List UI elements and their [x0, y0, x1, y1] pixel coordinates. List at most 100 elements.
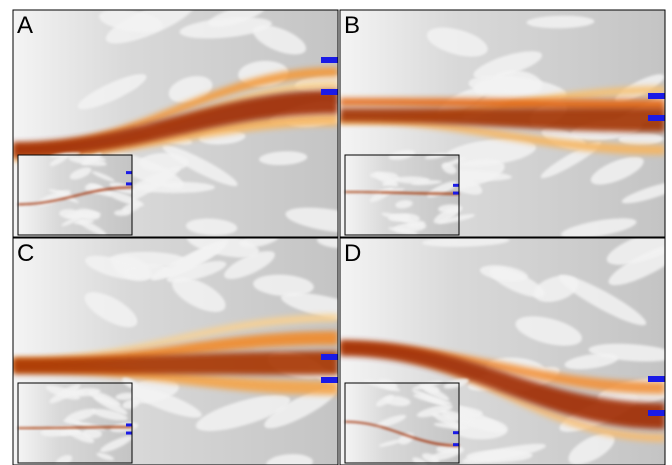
light-gap: [410, 180, 442, 186]
light-gap: [393, 222, 427, 233]
light-gap: [115, 392, 136, 401]
light-gap: [91, 171, 115, 182]
light-gap: [443, 157, 466, 168]
light-gap: [621, 181, 665, 204]
panel-label: D: [344, 240, 361, 267]
light-gap: [590, 156, 644, 185]
light-gap: [67, 156, 107, 166]
light-gap: [378, 439, 403, 447]
light-gap: [437, 214, 476, 224]
light-gap: [55, 455, 73, 465]
light-gap: [540, 141, 602, 179]
panel-frame: [339, 9, 666, 238]
detector-marker: [321, 354, 338, 360]
light-gap: [106, 190, 144, 207]
beam: [340, 343, 665, 394]
light-gap: [166, 261, 227, 283]
light-gap: [558, 274, 647, 326]
inset-frame: [344, 154, 460, 236]
beam: [18, 186, 132, 206]
panel-content: [13, 238, 338, 465]
beam: [13, 67, 338, 151]
light-gap: [443, 378, 469, 389]
light-gap: [195, 394, 291, 432]
detector-marker: [321, 57, 338, 63]
beam: [340, 117, 665, 155]
light-gap: [121, 202, 141, 213]
light-gap: [369, 187, 394, 203]
light-gap: [259, 151, 308, 166]
light-gap: [73, 218, 94, 225]
panel: C: [12, 237, 339, 465]
light-gap: [122, 399, 140, 410]
light-gap: [466, 449, 533, 463]
light-gap: [526, 15, 595, 29]
light-gap: [515, 316, 582, 346]
light-gap: [77, 74, 147, 110]
light-gap: [69, 167, 92, 180]
inset-marker: [453, 431, 459, 435]
light-gap: [369, 171, 398, 180]
light-gap: [399, 213, 420, 223]
panel-frame: [12, 9, 339, 238]
light-gap: [224, 251, 275, 279]
beam: [340, 348, 665, 442]
light-gap: [568, 433, 615, 465]
light-gap: [151, 243, 225, 281]
detector-marker: [648, 410, 665, 416]
light-gap: [208, 10, 266, 27]
light-gap: [376, 414, 407, 428]
panel-frame: [339, 237, 666, 465]
beam: [340, 108, 665, 132]
light-gap: [618, 132, 664, 146]
light-gap: [253, 274, 314, 297]
light-gap: [473, 51, 542, 79]
beam: [340, 98, 665, 111]
inset: [344, 378, 477, 465]
panel-label: B: [344, 12, 360, 39]
light-gap: [264, 387, 337, 429]
panel-label: C: [17, 240, 34, 267]
detector-marker: [648, 376, 665, 382]
light-gap: [253, 25, 307, 55]
light-gap: [395, 200, 413, 209]
beam: [13, 314, 338, 362]
panel-frame: [12, 237, 339, 465]
beam: [345, 191, 459, 195]
light-gap: [93, 395, 128, 415]
panel-content: [340, 10, 665, 237]
light-gap: [433, 422, 470, 430]
inset: [344, 150, 476, 236]
light-gap: [109, 251, 185, 268]
detector-marker: [321, 89, 338, 95]
light-gap: [561, 218, 637, 237]
light-gap: [96, 452, 114, 461]
light-gap: [489, 267, 545, 298]
inset: [17, 377, 140, 465]
inset: [17, 152, 144, 236]
beam: [340, 340, 665, 429]
inset-marker: [126, 171, 132, 175]
inset-frame: [17, 382, 133, 464]
light-gap: [413, 394, 452, 406]
detector-marker: [648, 115, 665, 121]
light-gap: [443, 138, 537, 167]
inset-frame: [17, 154, 133, 236]
beam: [345, 420, 459, 447]
light-gap: [162, 145, 238, 187]
light-gap: [285, 207, 338, 234]
panel: D: [339, 237, 666, 465]
panel-label: A: [17, 12, 33, 39]
light-gap: [376, 394, 394, 407]
light-gap: [49, 384, 81, 404]
light-gap: [377, 379, 398, 390]
inset-marker: [126, 423, 132, 427]
panel: B: [339, 9, 666, 238]
light-gap: [426, 27, 488, 57]
light-gap: [172, 277, 226, 312]
light-gap: [91, 408, 128, 421]
light-gap: [49, 154, 68, 166]
light-gap: [608, 244, 665, 286]
light-gap: [266, 454, 314, 465]
